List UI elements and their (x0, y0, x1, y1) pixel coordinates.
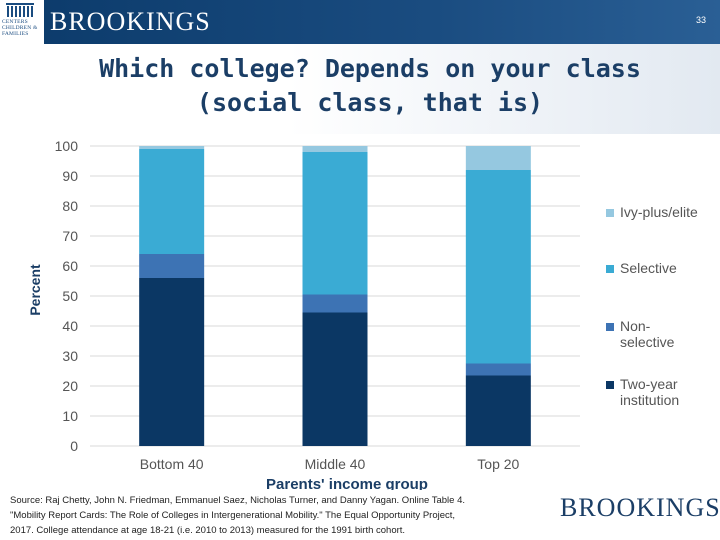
y-tick-label: 20 (62, 378, 78, 394)
y-axis-label: Percent (27, 264, 43, 316)
x-tick-label: Middle 40 (305, 456, 366, 472)
slide-title-line-1: Which college? Depends on your class (99, 54, 641, 83)
legend-label: Two-year institution (620, 376, 680, 408)
y-tick-label: 0 (70, 438, 78, 454)
y-tick-label: 50 (62, 288, 78, 304)
legend-swatch (606, 323, 614, 331)
legend-swatch (606, 381, 614, 389)
bar-segment (139, 146, 205, 149)
bar-segment (302, 152, 368, 295)
y-tick-label: 100 (55, 138, 79, 154)
legend-label: Non-selective (620, 318, 675, 350)
pillars-icon (6, 3, 34, 17)
source-note: Source: Raj Chetty, John N. Friedman, Em… (10, 493, 550, 538)
slide-title: Which college? Depends on your class (so… (0, 52, 720, 120)
bar-segment (302, 294, 368, 313)
source-line-2: "Mobility Report Cards: The Role of Coll… (10, 510, 456, 521)
slide-number: 33 (695, 15, 706, 25)
brookings-center-logo: CENTERS CHILDREN & FAMILIES (0, 0, 44, 44)
header-bar (0, 0, 720, 44)
legend-label: Selective (620, 260, 677, 276)
y-tick-label: 10 (62, 408, 78, 424)
legend-swatch (606, 265, 614, 273)
bar-segment (465, 375, 531, 446)
bar-segment (139, 149, 205, 254)
y-tick-label: 70 (62, 228, 78, 244)
bar-segment (139, 278, 205, 446)
y-tick-label: 80 (62, 198, 78, 214)
title-band (0, 44, 720, 134)
bar-segment (139, 254, 205, 278)
x-tick-label: Bottom 40 (140, 456, 204, 472)
brand-name: BROOKINGS (50, 7, 211, 36)
y-tick-label: 30 (62, 348, 78, 364)
x-tick-label: Top 20 (477, 456, 519, 472)
bar-segment (465, 146, 531, 170)
bar-segment (465, 363, 531, 376)
y-tick-label: 40 (62, 318, 78, 334)
source-line-3: 2017. College attendance at age 18-21 (i… (10, 525, 406, 536)
bar-segment (302, 312, 368, 446)
y-tick-label: 90 (62, 168, 78, 184)
legend-label: Ivy-plus/elite (620, 204, 698, 220)
bar-segment (302, 146, 368, 152)
legend-swatch (606, 209, 614, 217)
footer-brand-name: BROOKINGS (560, 493, 720, 522)
bar-segment (465, 170, 531, 364)
logo-text: CENTERS CHILDREN & FAMILIES (2, 19, 38, 38)
slide-title-line-2: (social class, that is) (196, 88, 544, 117)
y-tick-label: 60 (62, 258, 78, 274)
stacked-bar-chart: 0 10 20 30 40 50 60 70 80 90 100 Bottom 40 Middle 40… (27, 138, 580, 490)
x-axis-label: Parents' income group (266, 476, 428, 490)
source-line-1: Source: Raj Chetty, John N. Friedman, Em… (10, 495, 466, 506)
